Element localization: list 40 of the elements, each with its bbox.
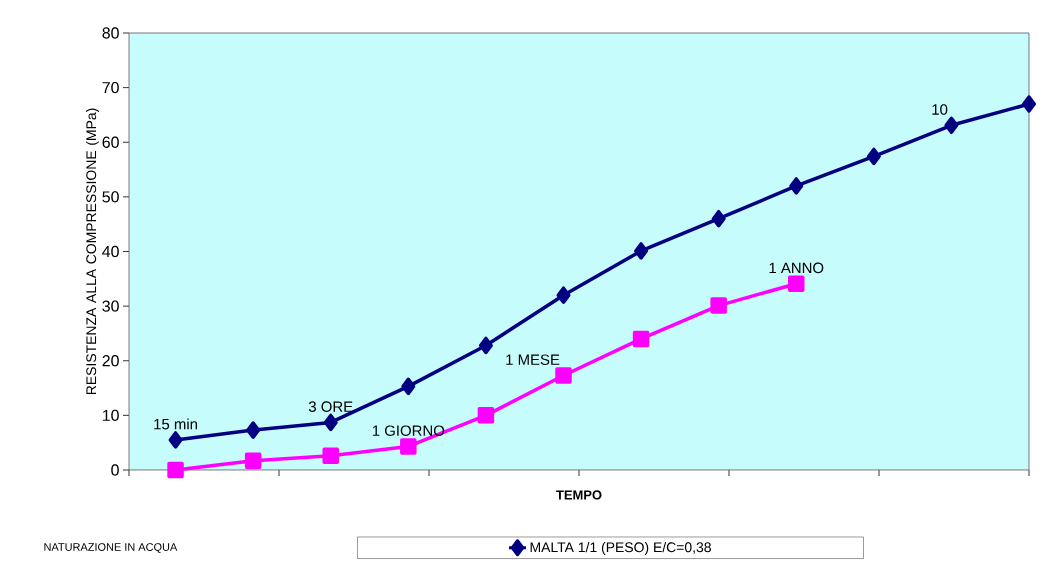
y-tick-label: 40 bbox=[102, 245, 119, 258]
point bbox=[167, 461, 184, 479]
point bbox=[555, 367, 572, 384]
point bbox=[401, 377, 416, 396]
point bbox=[944, 116, 959, 135]
annotation: 10 bbox=[932, 104, 948, 115]
point bbox=[788, 275, 805, 292]
y-tick-label: 60 bbox=[102, 136, 119, 148]
point bbox=[634, 242, 649, 260]
legend-label: MALTA 1/1 (PESO) E/C=0,38 bbox=[530, 541, 711, 555]
point bbox=[632, 330, 650, 348]
point bbox=[323, 413, 338, 432]
point bbox=[322, 447, 339, 465]
y-tick-label: 50 bbox=[102, 191, 119, 203]
annotation: 1 GIORNO bbox=[372, 425, 445, 436]
point bbox=[866, 147, 881, 166]
point bbox=[711, 209, 726, 228]
y-tick-label: 30 bbox=[102, 300, 119, 312]
point bbox=[710, 297, 727, 314]
x-axis-title: TEMPO bbox=[556, 490, 602, 500]
point bbox=[1022, 95, 1037, 113]
y-tick-label: 80 bbox=[102, 27, 119, 39]
annotation: 15 min bbox=[154, 418, 197, 430]
annotation: 1 ANNO bbox=[769, 262, 824, 274]
point bbox=[168, 431, 183, 449]
annotation: 1 MESE bbox=[506, 354, 560, 365]
y-tick-label: 10 bbox=[102, 409, 119, 421]
y-tick-label: 70 bbox=[102, 81, 119, 94]
point bbox=[244, 452, 262, 469]
y-tick-label: 0 bbox=[111, 464, 119, 476]
point bbox=[477, 407, 495, 424]
text: NATURAZIONE IN ACQUA bbox=[44, 543, 178, 553]
point bbox=[556, 286, 571, 304]
annotation: 3 ORE bbox=[308, 401, 353, 412]
point bbox=[246, 421, 261, 439]
point bbox=[789, 177, 804, 195]
y-axis-title: RESISTENZA ALLA COMPRESSIONE (MPa) bbox=[85, 108, 99, 395]
point bbox=[478, 336, 493, 355]
y-tick-label: 20 bbox=[102, 355, 119, 367]
point bbox=[400, 438, 417, 455]
